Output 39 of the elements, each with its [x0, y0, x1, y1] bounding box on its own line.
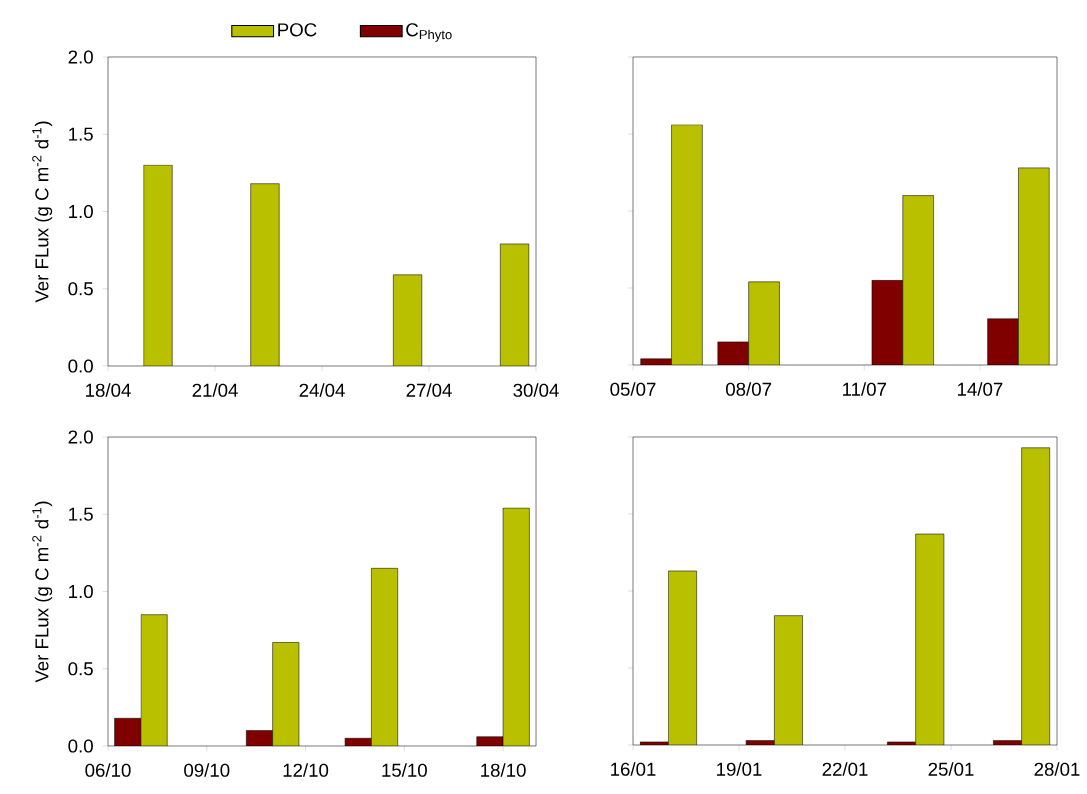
x-tick-label: 08/07	[726, 382, 772, 396]
x-tick-label: 25/01	[928, 762, 974, 776]
legend-label: C$_{Phyto}$	[406, 23, 452, 42]
y-tick-label: 0.0	[68, 739, 93, 753]
y-tick-label: 0.0	[68, 359, 93, 373]
x-tick-label: 09/10	[184, 763, 230, 777]
x-tick-label: 14/07	[957, 382, 1003, 396]
y-tick-label: 0.5	[68, 662, 93, 676]
bar	[748, 281, 780, 365]
bar	[902, 195, 934, 365]
y-tick-label: 2.0	[68, 50, 93, 64]
legend-label: POC	[278, 23, 317, 37]
x-tick-label: 06/10	[85, 763, 131, 777]
y-tick-label: 1.0	[69, 204, 93, 219]
y-tick-label: 2.0	[68, 430, 93, 444]
x-tick-label: 15/10	[382, 763, 427, 777]
bar	[1018, 167, 1050, 365]
x-tick-label: 24/04	[299, 383, 345, 397]
y-tick-label: 1.5	[69, 507, 93, 521]
bar	[987, 318, 1019, 365]
x-tick-label: 16/01	[611, 762, 656, 776]
x-tick-label: 18/04	[86, 383, 131, 397]
x-tick-label: 11/07	[843, 382, 887, 396]
x-tick-label: 30/04	[513, 383, 559, 397]
x-tick-label: 12/10	[283, 763, 329, 777]
x-tick-label: 18/10	[481, 763, 526, 777]
x-tick-label: 21/04	[192, 383, 238, 397]
bar	[671, 124, 703, 365]
bar	[871, 280, 904, 365]
y-axis-title: Ver FLux (g C m$^{-2}$ d$^{-1}$)	[32, 121, 53, 303]
y-tick-label: 1.5	[69, 127, 93, 141]
x-tick-label: 28/01	[1034, 762, 1080, 776]
x-tick-label: 27/04	[406, 383, 452, 397]
y-tick-label: 0.5	[68, 282, 93, 296]
y-tick-label: 1.0	[69, 584, 93, 599]
x-tick-label: 05/07	[610, 382, 656, 396]
x-tick-label: 19/01	[717, 762, 762, 776]
y-axis-title: Ver FLux (g C m$^{-2}$ d$^{-1}$)	[32, 501, 53, 683]
x-tick-label: 22/01	[822, 762, 868, 776]
